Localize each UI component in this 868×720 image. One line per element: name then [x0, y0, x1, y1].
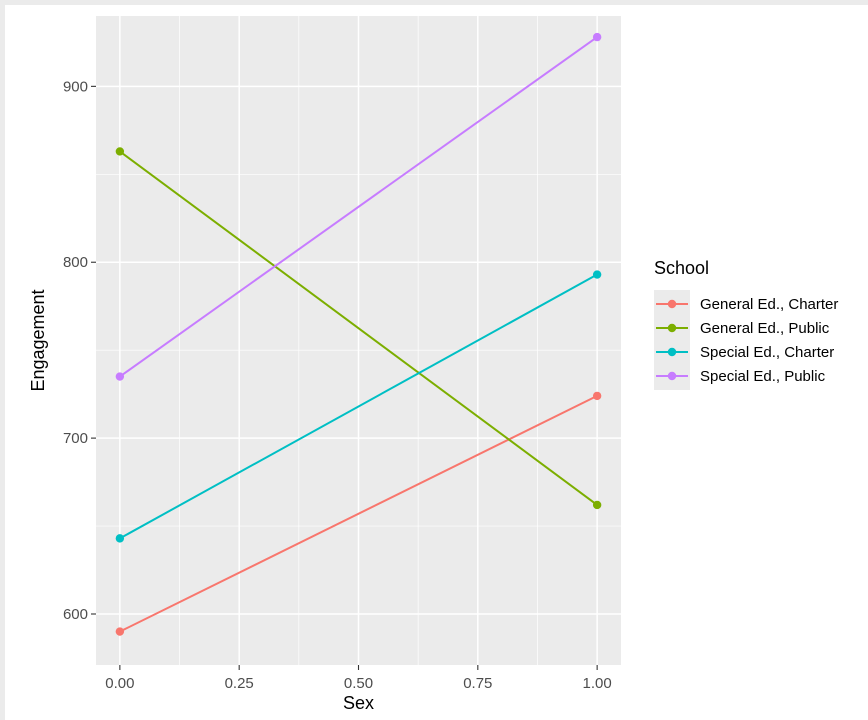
data-point — [592, 391, 602, 401]
series-line — [119, 273, 598, 540]
y-axis-title: Engagement — [28, 289, 48, 391]
data-point — [592, 500, 602, 510]
series-line — [119, 36, 598, 378]
series-special-ed-public — [115, 32, 602, 381]
legend-item: Special Ed., Charter — [656, 344, 834, 361]
x-tick-label: 1.00 — [583, 675, 612, 692]
legend-label: General Ed., Public — [700, 320, 830, 337]
data-point — [115, 147, 125, 156]
legend-label: General Ed., Charter — [700, 296, 838, 313]
x-tick-label: 0.25 — [225, 675, 254, 692]
series-layer — [115, 32, 602, 636]
data-point — [115, 627, 125, 636]
y-axis: 600 700 800 900 — [63, 78, 96, 623]
series-general-ed-public — [115, 147, 602, 510]
legend-item: General Ed., Charter — [656, 296, 838, 313]
x-tick-label: 0.00 — [105, 675, 134, 692]
legend-key-point — [667, 371, 677, 381]
x-tick-label: 0.75 — [463, 675, 492, 692]
legend-title: School — [654, 258, 709, 278]
data-point — [115, 372, 125, 381]
data-point — [115, 534, 125, 543]
legend-key-point — [667, 299, 677, 309]
legend-key-point — [667, 323, 677, 333]
y-tick-label: 900 — [63, 78, 88, 95]
data-point — [592, 32, 602, 42]
y-tick-label: 800 — [63, 254, 88, 271]
series-line — [119, 150, 598, 506]
y-tick-label: 700 — [63, 430, 88, 447]
series-special-ed-charter — [115, 270, 602, 543]
legend-label: Special Ed., Charter — [700, 344, 834, 361]
legend-key-point — [667, 347, 677, 357]
legend-item: General Ed., Public — [656, 320, 830, 337]
x-tick-label: 0.50 — [344, 675, 373, 692]
series-line — [119, 395, 598, 633]
legend-label: Special Ed., Public — [700, 368, 826, 385]
y-tick-label: 600 — [63, 606, 88, 623]
legend-item: Special Ed., Public — [656, 368, 826, 385]
series-general-ed-charter — [115, 391, 602, 636]
x-axis: 0.00 0.25 0.50 0.75 1.00 — [105, 665, 612, 692]
data-point — [592, 270, 602, 279]
legend-items: General Ed., Charter General Ed., Public S… — [656, 296, 838, 385]
x-axis-title: Sex — [343, 693, 374, 713]
